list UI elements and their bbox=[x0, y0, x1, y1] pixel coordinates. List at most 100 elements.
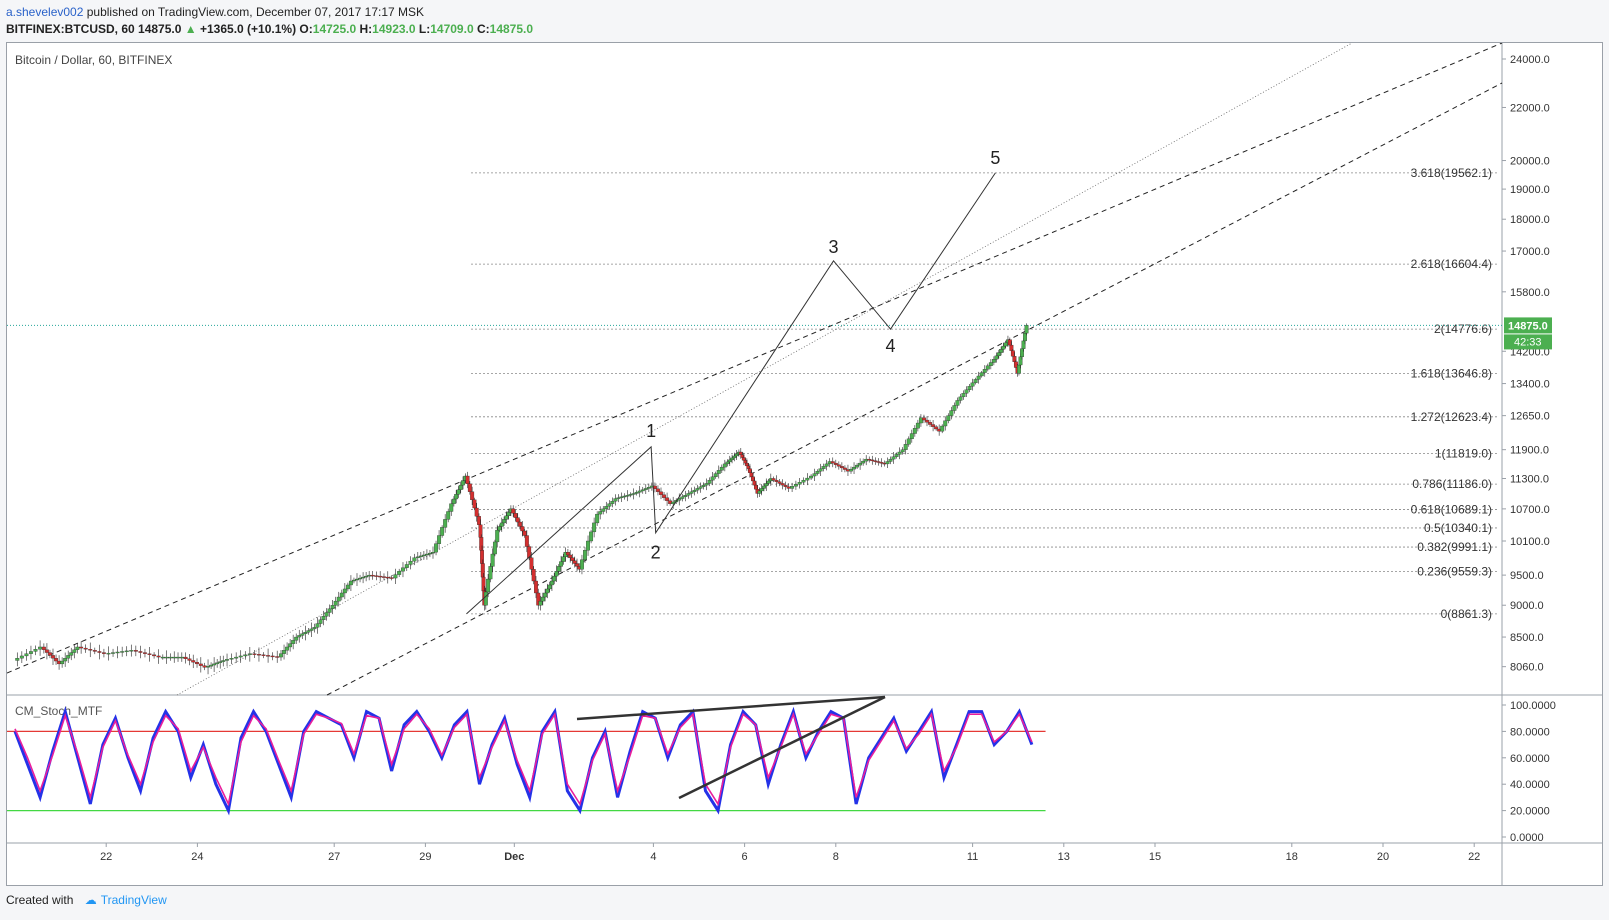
price-candle bbox=[836, 464, 841, 467]
price-candle bbox=[583, 550, 587, 560]
price-candle bbox=[888, 458, 893, 462]
price-candle bbox=[759, 488, 764, 492]
price-candle bbox=[604, 506, 609, 510]
price-candle bbox=[547, 584, 552, 590]
price-candle bbox=[842, 467, 847, 470]
channel-lower-line bbox=[326, 82, 1503, 696]
price-candle bbox=[915, 422, 920, 429]
price-candle bbox=[955, 400, 960, 406]
price-candle bbox=[504, 515, 509, 520]
price-candle bbox=[481, 576, 486, 592]
price-candle bbox=[69, 652, 74, 656]
price-candle bbox=[97, 651, 102, 653]
price-candle bbox=[613, 498, 618, 502]
price-candle bbox=[198, 663, 203, 666]
price-candle bbox=[991, 359, 996, 363]
price-candle bbox=[757, 490, 762, 494]
price-candle bbox=[686, 493, 691, 496]
price-candle bbox=[595, 513, 600, 524]
price-candle bbox=[925, 419, 929, 423]
fib-level-label: 0.382(9991.1) bbox=[1417, 540, 1492, 554]
close-label: C: bbox=[476, 22, 490, 36]
last-price-badge-text: 14875.0 bbox=[1508, 320, 1548, 332]
price-candle bbox=[38, 646, 43, 650]
price-candle bbox=[270, 655, 275, 658]
price-candle bbox=[499, 522, 504, 527]
price-candle bbox=[680, 496, 685, 499]
price-tick-label: 10700.0 bbox=[1510, 504, 1550, 516]
price-tick-label: 11900.0 bbox=[1510, 445, 1549, 457]
price-tick-label: 17000.0 bbox=[1510, 246, 1550, 258]
chart-canvas[interactable]: Bitcoin / Dollar, 60, BITFINEX 3.618(1956… bbox=[6, 42, 1602, 885]
price-candle bbox=[616, 497, 621, 499]
price-candle bbox=[29, 651, 33, 654]
price-candle bbox=[689, 491, 694, 494]
price-candle bbox=[309, 628, 314, 631]
price-candle bbox=[303, 632, 308, 634]
price-candle bbox=[215, 662, 220, 665]
price-candle bbox=[625, 495, 630, 497]
price-candle bbox=[44, 649, 49, 653]
channel-upper-line bbox=[6, 42, 1503, 674]
price-candle bbox=[683, 495, 688, 498]
author-link[interactable]: a.shevelev002 bbox=[6, 5, 84, 19]
chart-title: Bitcoin / Dollar, 60, BITFINEX bbox=[15, 53, 172, 67]
price-candle bbox=[970, 382, 975, 387]
price-candle bbox=[833, 462, 838, 465]
price-candle bbox=[891, 456, 896, 460]
price-candle bbox=[19, 655, 24, 659]
tradingview-logo-icon[interactable]: ☁ bbox=[84, 893, 97, 907]
price-candle bbox=[952, 405, 957, 411]
price-candle bbox=[727, 459, 732, 463]
price-candle bbox=[762, 485, 766, 489]
osc-tick-label: 60.0000 bbox=[1510, 753, 1550, 765]
price-candle bbox=[164, 656, 169, 659]
close-value: 14875.0 bbox=[489, 22, 534, 36]
price-candle bbox=[506, 512, 511, 517]
price-candle bbox=[183, 656, 188, 659]
price-candle bbox=[88, 649, 93, 651]
price-candle bbox=[725, 461, 730, 465]
price-candle bbox=[996, 352, 1001, 357]
time-tick-label: 22 bbox=[100, 851, 112, 863]
price-candle bbox=[809, 475, 814, 479]
price-candle bbox=[940, 425, 945, 432]
price-candle bbox=[1001, 345, 1006, 350]
price-candle bbox=[187, 658, 192, 661]
price-candle bbox=[839, 466, 844, 469]
price-candle bbox=[408, 560, 413, 565]
price-candle bbox=[867, 458, 872, 461]
price-candle bbox=[538, 600, 543, 606]
stoch-lower-trendline bbox=[678, 695, 886, 800]
price-candle bbox=[640, 489, 645, 492]
price-candle bbox=[701, 484, 706, 487]
price-candle bbox=[979, 372, 984, 377]
price-candle bbox=[643, 488, 648, 490]
price-candle bbox=[115, 651, 120, 654]
low-value: 14709.0 bbox=[430, 22, 474, 36]
price-candle bbox=[195, 662, 199, 665]
tradingview-link[interactable]: TradingView bbox=[100, 893, 167, 907]
price-candle bbox=[428, 552, 432, 555]
price-candle bbox=[695, 488, 700, 491]
price-candle bbox=[958, 396, 963, 401]
price-candle bbox=[294, 636, 299, 641]
price-candle bbox=[646, 487, 651, 489]
price-candle bbox=[1024, 325, 1029, 334]
ohlc-line: BITFINEX:BTCUSD, 60 14875.0 ▲ +1365.0 (+… bbox=[6, 22, 533, 36]
price-candle bbox=[336, 596, 341, 602]
price-candle bbox=[637, 490, 642, 493]
price-candle bbox=[805, 477, 810, 481]
price-candle bbox=[598, 511, 603, 515]
price-candle bbox=[252, 653, 257, 655]
price-candle bbox=[393, 574, 398, 579]
price-candle bbox=[622, 495, 627, 498]
price-candle bbox=[964, 389, 969, 394]
price-candle bbox=[710, 476, 715, 481]
chart-container[interactable]: Bitcoin / Dollar, 60, BITFINEX 3.618(1956… bbox=[6, 42, 1603, 886]
price-candle bbox=[943, 420, 948, 427]
price-candle bbox=[418, 555, 423, 558]
price-candle bbox=[540, 596, 545, 602]
price-candle bbox=[786, 486, 791, 489]
price-candle bbox=[266, 655, 271, 657]
